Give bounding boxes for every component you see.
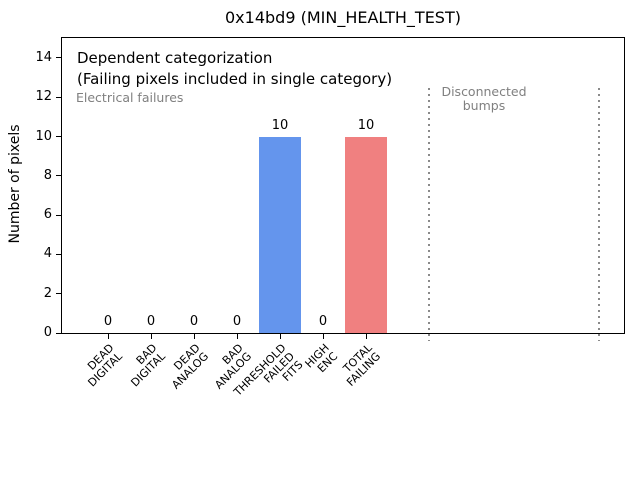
y-tick-label: 12 bbox=[35, 89, 52, 105]
y-tick-mark bbox=[56, 175, 61, 177]
value-label: 10 bbox=[271, 117, 289, 133]
value-label: 10 bbox=[357, 117, 375, 133]
dotted-separator-line bbox=[428, 88, 430, 341]
y-tick-label: 2 bbox=[43, 285, 52, 301]
x-tick-label: BAD DIGITAL bbox=[128, 341, 168, 390]
x-tick-mark bbox=[365, 334, 367, 339]
y-tick-mark bbox=[56, 136, 61, 137]
dotted-separator-line bbox=[597, 88, 600, 341]
annotation-electrical-failures: Electrical failures bbox=[76, 90, 184, 105]
value-label: 0 bbox=[103, 314, 113, 329]
x-tick-mark bbox=[322, 334, 324, 339]
x-tick-mark bbox=[236, 334, 238, 339]
y-tick-label: 14 bbox=[35, 49, 52, 65]
chart-title: 0x14bd9 (MIN_HEALTH_TEST) bbox=[225, 8, 461, 27]
bar bbox=[345, 136, 387, 333]
y-tick-mark bbox=[56, 57, 61, 59]
x-tick-mark bbox=[107, 334, 109, 339]
bar bbox=[259, 136, 301, 333]
annotation-disconnected-bumps: Disconnected bumps bbox=[441, 84, 527, 113]
annotation-dependent-line1: Dependent categorization bbox=[77, 49, 273, 67]
annotation-dependent-line2: (Failing pixels included in single categ… bbox=[77, 70, 393, 88]
x-tick-label: DEAD ANALOG bbox=[169, 341, 211, 392]
y-tick-mark bbox=[56, 253, 61, 255]
plot-area bbox=[61, 37, 625, 334]
y-tick-mark bbox=[56, 293, 61, 295]
x-tick-mark bbox=[279, 334, 281, 339]
y-tick-label: 8 bbox=[43, 167, 52, 183]
y-tick-mark bbox=[56, 96, 61, 98]
x-tick-mark bbox=[150, 334, 152, 339]
x-tick-label: DEAD DIGITAL bbox=[85, 341, 125, 390]
value-label: 0 bbox=[318, 314, 328, 329]
x-tick-label: TOTAL FAILING bbox=[340, 341, 383, 389]
x-tick-mark bbox=[193, 334, 195, 339]
y-tick-label: 0 bbox=[43, 325, 52, 340]
value-label: 0 bbox=[232, 314, 242, 329]
y-tick-mark bbox=[56, 332, 61, 334]
value-label: 0 bbox=[146, 314, 156, 329]
annotation-dependent-categorization: Dependent categorization (Failing pixels… bbox=[77, 48, 392, 90]
y-tick-label: 6 bbox=[43, 207, 52, 223]
y-tick-label: 10 bbox=[35, 128, 52, 144]
y-tick-label: 4 bbox=[43, 246, 52, 262]
x-tick-label: HIGH ENC bbox=[302, 341, 340, 376]
value-label: 0 bbox=[189, 314, 199, 329]
y-tick-mark bbox=[56, 214, 61, 216]
